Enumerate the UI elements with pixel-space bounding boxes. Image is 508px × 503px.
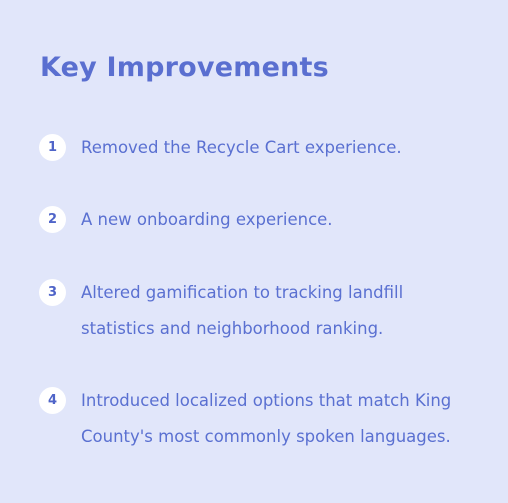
improvement-text: Altered gamification to tracking landfil… <box>81 283 404 338</box>
section-title: Key Improvements <box>40 52 329 83</box>
improvement-text: A new onboarding experience. <box>81 210 333 229</box>
number-badge: 4 <box>39 387 66 414</box>
number-badge: 1 <box>39 134 66 161</box>
improvement-text: Removed the Recycle Cart experience. <box>81 138 402 157</box>
improvement-text: Introduced localized options that match … <box>81 391 452 446</box>
number-badge: 2 <box>39 206 66 233</box>
number-badge: 3 <box>39 279 66 306</box>
